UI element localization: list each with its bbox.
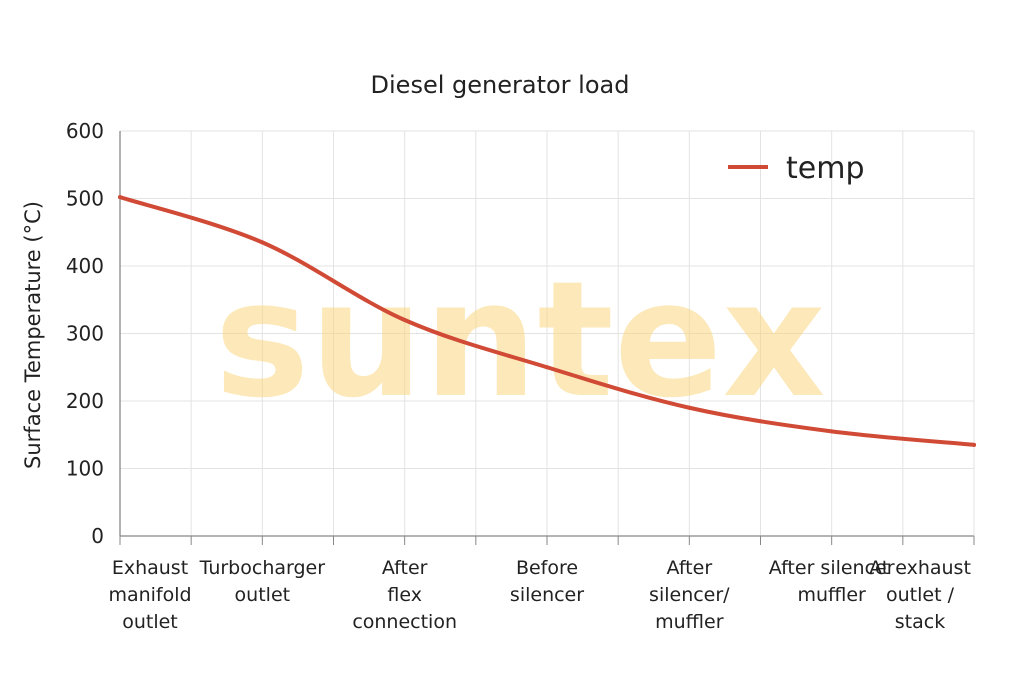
y-axis-label: Surface Temperature (°C) <box>21 201 45 469</box>
x-tick-label: After flex connection <box>352 557 457 633</box>
y-tick-label: 300 <box>66 322 104 346</box>
y-tick-label: 500 <box>66 187 104 211</box>
x-tick-label-line: manifold <box>108 584 191 606</box>
data-point-temp <box>972 442 976 447</box>
data-point-temp <box>687 405 692 410</box>
y-tick-label: 100 <box>66 457 104 481</box>
data-point-temp <box>829 429 834 434</box>
x-tick-label-line: At exhaust <box>869 557 971 579</box>
y-tick-label: 600 <box>66 119 104 143</box>
x-tick-label-line: After <box>382 557 428 579</box>
x-tick-label-line: stack <box>895 611 945 633</box>
data-point-temp <box>118 195 122 200</box>
chart-title: Diesel generator load <box>371 71 630 99</box>
x-tick-label-line: Before <box>516 557 578 579</box>
legend: temp <box>728 151 865 186</box>
x-tick-labels: Exhaust manifold outlet Turbocharger outlet A… <box>108 557 970 633</box>
y-tick-label: 200 <box>66 389 104 413</box>
y-tick-labels: 0 100 200 300 400 500 600 <box>66 119 104 548</box>
x-tick-label: After silencer/muffler <box>649 557 730 633</box>
x-tick-label: Exhaust manifold outlet <box>108 557 191 633</box>
data-point-temp <box>260 240 265 245</box>
x-tick-label-line: outlet <box>122 611 178 633</box>
x-tick-label: Turbocharger outlet <box>199 557 326 606</box>
data-point-temp <box>545 365 549 370</box>
x-tick-label-line: muffler <box>797 584 866 606</box>
x-tick-label-line: outlet / <box>886 584 955 606</box>
x-tick-label: At exhaust outlet / stack <box>869 557 971 633</box>
x-tick-label-line: outlet <box>235 584 291 606</box>
grid <box>120 130 975 537</box>
x-tick-label-line: Exhaust <box>112 557 188 579</box>
x-tick-label: After silencer muffler <box>769 557 895 606</box>
x-tick-label-line: connection <box>352 611 457 633</box>
x-tick-label-line: muffler <box>655 611 724 633</box>
x-tick-label-line: Turbocharger <box>199 557 326 579</box>
x-tick-label-line: silencer <box>510 584 584 606</box>
legend-label-temp: temp <box>786 151 865 186</box>
data-point-temp <box>402 318 407 322</box>
series-layer <box>118 195 976 447</box>
watermark-logo: suntex <box>214 246 825 433</box>
x-tick-label: Before silencer <box>510 557 584 606</box>
x-tick-label-line: After silencer <box>769 557 895 579</box>
y-tick-label: 0 <box>91 524 104 548</box>
x-tick-label-line: flex <box>387 584 422 606</box>
x-tick-label-line: silencer/ <box>649 584 730 606</box>
x-tick-label-line: After <box>667 557 713 579</box>
y-tick-label: 400 <box>66 254 104 278</box>
